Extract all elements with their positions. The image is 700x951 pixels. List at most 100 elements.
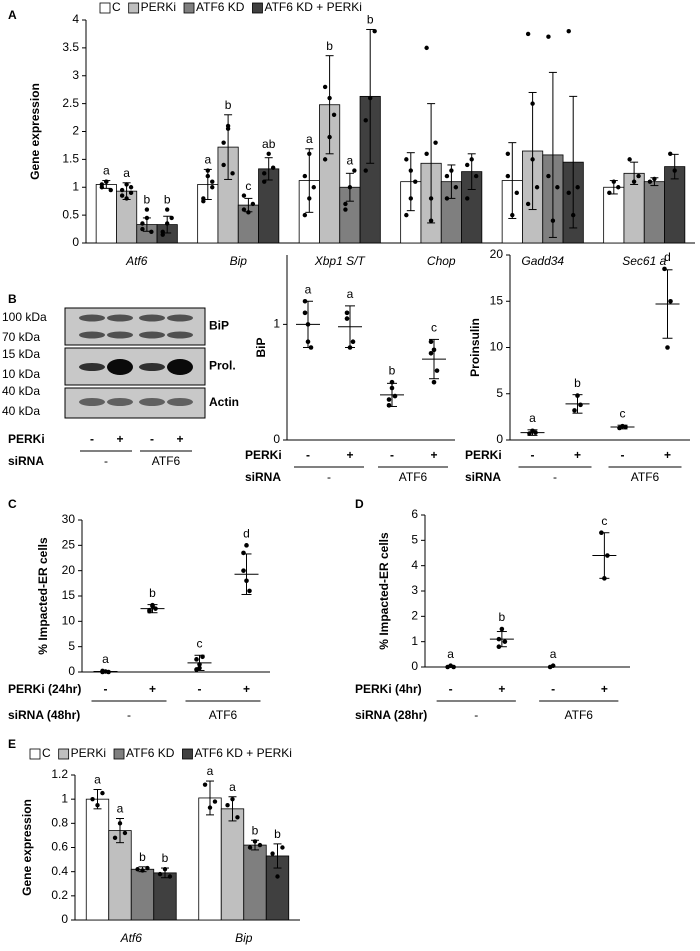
significance-letter: a (550, 647, 557, 661)
data-point (352, 168, 357, 173)
x-tick-label: Bip (235, 931, 253, 945)
data-point (668, 298, 673, 304)
data-point (575, 185, 580, 190)
data-point (428, 218, 434, 223)
data-point (165, 207, 170, 212)
y-axis-label: % Impacted-ER cells (377, 532, 391, 650)
data-point (413, 179, 418, 184)
data-point (275, 874, 280, 879)
data-point (566, 190, 571, 196)
data-point (572, 408, 577, 413)
size-marker: 15 kDa (2, 347, 40, 361)
y-tick-label: 25 (62, 538, 76, 552)
data-point (424, 151, 429, 156)
blot-band (167, 314, 193, 322)
significance-letter: b (252, 823, 259, 837)
group-label: ATF6 (152, 454, 181, 468)
data-point (465, 196, 470, 201)
significance-letter: a (347, 154, 354, 168)
y-tick-label: 3 (72, 68, 79, 82)
group-label: ATF6 (399, 470, 428, 484)
data-point (235, 815, 240, 820)
data-point (270, 851, 275, 856)
bar (153, 872, 177, 921)
condition-sign: + (498, 682, 505, 696)
condition-sign: + (346, 448, 353, 462)
significance-letter: c (431, 321, 437, 335)
bar (85, 798, 110, 921)
significance-letter: c (620, 406, 626, 420)
data-point (167, 874, 173, 879)
data-point (428, 196, 434, 201)
group-label: - (127, 708, 131, 722)
data-point (280, 845, 285, 850)
blot-band (79, 331, 105, 339)
y-axis-label: BiP (254, 337, 268, 357)
panel-letter: B (8, 292, 17, 306)
row-label: siRNA (245, 470, 281, 484)
significance-letter: a (229, 780, 236, 794)
data-point (616, 185, 621, 190)
data-point (157, 871, 163, 877)
y-tick-label: 2 (411, 609, 418, 623)
legend-label: PERKi (71, 746, 106, 760)
y-axis-label: Proinsulin (468, 318, 482, 377)
legend-swatch (113, 748, 125, 760)
y-tick-label: 20 (62, 563, 76, 577)
y-tick-label: 0.8 (51, 816, 68, 830)
data-point (550, 218, 556, 223)
data-point (135, 867, 140, 872)
data-point (140, 868, 145, 873)
bar (643, 181, 665, 244)
blot-band (79, 398, 105, 406)
y-axis-label: Gene expression (28, 83, 42, 180)
data-point (169, 215, 174, 221)
significance-letter: a (305, 282, 312, 296)
row-label: siRNA (465, 470, 501, 484)
x-tick-label: Xbp1 S/T (314, 254, 367, 268)
condition-sign: + (574, 448, 581, 462)
data-point (424, 45, 429, 51)
x-tick-label: Bip (230, 254, 248, 268)
significance-letter: a (117, 802, 124, 816)
condition-sign: - (621, 448, 625, 462)
y-tick-label: 30 (62, 512, 76, 526)
data-point (95, 803, 100, 808)
data-point (611, 179, 616, 184)
y-tick-label: 1 (61, 791, 68, 805)
band-label: Prol. (209, 359, 236, 373)
data-point (302, 173, 308, 179)
group-label: ATF6 (631, 470, 660, 484)
data-point (266, 151, 271, 156)
data-point (473, 173, 479, 179)
significance-letter: a (207, 764, 214, 778)
y-tick-label: 15 (490, 293, 504, 307)
data-point (347, 185, 353, 190)
condition-sign: + (116, 432, 123, 446)
condition-sign: - (551, 682, 555, 696)
data-point (252, 839, 258, 844)
y-tick-label: 4 (72, 12, 79, 26)
significance-letter: a (94, 773, 101, 787)
blot-band (107, 314, 133, 322)
significance-letter: b (326, 39, 333, 53)
data-point (207, 805, 213, 810)
data-point (428, 350, 434, 356)
data-point (225, 803, 230, 808)
data-point (144, 215, 150, 221)
condition-sign: - (531, 448, 535, 462)
y-tick-label: 10 (490, 340, 504, 354)
size-marker: 10 kDa (2, 367, 40, 381)
data-point (140, 226, 145, 232)
size-marker: 70 kDa (2, 330, 40, 344)
condition-sign: - (198, 682, 202, 696)
data-point (444, 173, 450, 179)
condition-sign: + (243, 682, 250, 696)
group-label: - (553, 470, 557, 484)
legend-swatch (58, 748, 70, 760)
size-marker: 40 kDa (2, 404, 40, 418)
data-point (225, 126, 231, 131)
significance-letter: b (389, 363, 396, 377)
y-axis-label: % Impacted-ER cells (36, 537, 50, 655)
group-label: - (104, 454, 108, 468)
